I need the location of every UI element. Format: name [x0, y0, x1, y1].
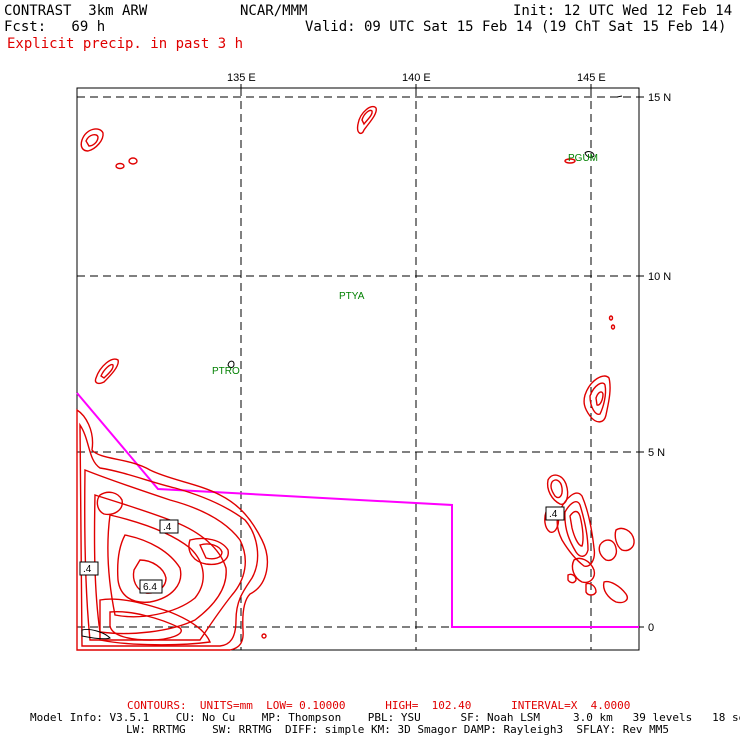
- contour-blob: [356, 106, 377, 135]
- map-frame: [76, 87, 640, 651]
- init-time: Init: 12 UTC Wed 12 Feb 14: [513, 3, 733, 19]
- contour-large-4: [93, 494, 227, 635]
- contour-blob: [361, 109, 373, 126]
- other-contours: [81, 95, 623, 640]
- contour-blob: [100, 363, 114, 379]
- valid-time: Valid: 09 UTC Sat 15 Feb 14 (19 ChT Sat …: [305, 19, 727, 35]
- contour-large-2: [79, 422, 259, 647]
- model-info: Model Info: V3.5.1 CU: No Cu MP: Thompso…: [30, 711, 740, 724]
- contour-lower-2: [109, 610, 182, 641]
- contour-blob: [564, 501, 589, 557]
- contour-large-6: [116, 534, 182, 603]
- lon-label-140e: 140 E: [402, 72, 431, 84]
- contour-blob: [595, 391, 604, 406]
- contour-label: 6.4: [143, 582, 157, 593]
- contour-blob: [602, 580, 628, 604]
- contour-blob: [569, 510, 584, 547]
- lon-label-145e: 145 E: [577, 72, 606, 84]
- contour-blob: [585, 582, 597, 596]
- contour-inner-c: [96, 491, 123, 516]
- precip-contours: [76, 106, 635, 651]
- contour-blob: [94, 358, 119, 385]
- contour-label: .4: [163, 522, 172, 533]
- station-ptro: PTRO: [212, 366, 240, 377]
- domain-boundary: [76, 392, 639, 628]
- contour-blob: [564, 158, 576, 164]
- contour-inner-b: [199, 543, 223, 560]
- contour-blob: [583, 375, 611, 423]
- forecast-hour: Fcst: 69 h: [4, 19, 106, 35]
- contour-blob: [556, 492, 596, 567]
- station-ptya: PTYA: [339, 291, 365, 302]
- contour-blob: [614, 527, 635, 552]
- contour-blob: [550, 479, 563, 499]
- contour-blob: [115, 162, 125, 170]
- contour-blob: [571, 557, 596, 584]
- contour-label: .4: [549, 509, 558, 520]
- contour-label: .4: [83, 564, 92, 575]
- lat-label-0: 0: [648, 622, 654, 634]
- contour-lower: [99, 598, 211, 646]
- contour-info: CONTOURS: UNITS=mm LOW= 0.10000 HIGH= 10…: [127, 699, 631, 712]
- contour-blob: [128, 157, 138, 165]
- contour-large-outer: [76, 408, 269, 651]
- contour-blob: [610, 324, 616, 330]
- contour-blob: [546, 474, 569, 505]
- contour-blob: [589, 382, 607, 415]
- lat-lon-grid: [77, 88, 639, 650]
- contour-inner-a: [188, 537, 229, 566]
- station-pgum: PGUM: [568, 153, 598, 164]
- contour-blob: [85, 133, 99, 147]
- contour-dot: [261, 633, 267, 639]
- axis-ticks: [240, 84, 644, 628]
- contour-large-5: [107, 514, 204, 618]
- field-name: Explicit precip. in past 3 h: [7, 36, 244, 52]
- contour-large-3: [84, 468, 246, 641]
- contour-blob: [80, 128, 104, 152]
- lat-label-15n: 15 N: [648, 92, 671, 104]
- model-title: CONTRAST 3km ARW: [4, 3, 148, 19]
- lon-label-135e: 135 E: [227, 72, 256, 84]
- model-info-2: LW: RRTMG SW: RRTMG DIFF: simple KM: 3D …: [126, 723, 670, 736]
- lat-label-5n: 5 N: [648, 447, 665, 459]
- institution-label: NCAR/MMM: [240, 3, 308, 19]
- contour-blob: [608, 315, 614, 321]
- contour-blob: [598, 539, 618, 562]
- lat-label-10n: 10 N: [648, 271, 671, 283]
- contour-blob: [567, 573, 577, 584]
